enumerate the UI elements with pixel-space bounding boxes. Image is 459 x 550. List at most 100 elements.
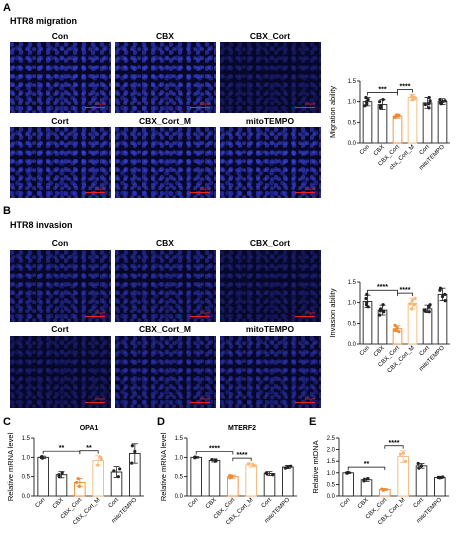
panel-letter-d: D [157, 416, 165, 428]
significance-bracket [367, 92, 398, 96]
image-label-b-cbx: CBX [156, 238, 174, 248]
bar [263, 473, 276, 497]
significance-label: **** [389, 440, 400, 447]
significance-bracket [79, 450, 99, 454]
image-label-a-cbx: CBX [156, 31, 174, 41]
x-tick-label: Con [188, 497, 200, 509]
bar [37, 456, 49, 497]
data-point [393, 328, 397, 332]
y-tick-label: 1.0 [348, 301, 357, 307]
y-axis-label: Relative mRNA level [6, 432, 15, 501]
data-point [410, 307, 414, 311]
data-point [408, 302, 412, 306]
data-point [412, 95, 417, 100]
data-point [438, 98, 442, 102]
x-tick-label: CBX [52, 497, 65, 510]
bar [407, 97, 418, 144]
significance-bracket [347, 466, 386, 471]
y-tick-label: 1.5 [348, 280, 357, 286]
data-point [382, 310, 386, 314]
chart-mterf2: MTERF2 Relative mRNA level 0.0 0.5 1.0 1.5 Con… [159, 425, 297, 526]
data-point [410, 299, 414, 303]
data-point [423, 102, 427, 107]
data-point [427, 95, 431, 100]
data-point [362, 478, 366, 482]
significance-label: **** [377, 284, 388, 291]
y-tick-label: 0.5 [22, 475, 31, 481]
bar [227, 476, 239, 497]
data-point [364, 95, 368, 100]
y-tick-label: 1.5 [175, 436, 184, 442]
data-point [440, 294, 445, 299]
bar [434, 476, 446, 497]
significance-label: **** [400, 287, 411, 294]
bar [437, 101, 448, 144]
data-point [417, 466, 421, 470]
data-point [427, 106, 431, 110]
data-point [251, 463, 256, 467]
image-label-b-cbx-cort: CBX_Cort [249, 238, 291, 248]
data-point [378, 309, 382, 313]
data-point [96, 463, 100, 467]
data-point [428, 303, 432, 307]
data-point [364, 100, 369, 104]
data-point [428, 99, 432, 103]
x-tick-label: Cort [261, 497, 273, 509]
panel-letter-c: C [3, 416, 11, 428]
bar [377, 104, 388, 144]
data-point [438, 286, 443, 290]
bar [245, 464, 257, 497]
y-tick-label: 1.0 [175, 455, 184, 461]
y-axis-label: Migration ability [328, 86, 337, 138]
micrograph-b-mitotempo: 100μm [220, 336, 321, 408]
chart-title: MTERF2 [228, 425, 256, 432]
image-label-a-cbx-cort-m: CBX_Cort_M [139, 116, 191, 126]
image-label-a-cort: Cort [51, 116, 69, 126]
panel-letter-a: A [3, 2, 11, 14]
y-tick-label: 0.0 [175, 494, 184, 500]
y-tick-label: 0.5 [348, 120, 357, 126]
data-point [403, 459, 408, 463]
x-tick-label: Con [359, 345, 371, 357]
significance-bracket [397, 292, 413, 297]
y-axis-label: Relative mtDNA [311, 440, 320, 493]
data-point [283, 466, 287, 470]
image-label-b-cbx-cort-m: CBX_Cort_M [139, 324, 191, 334]
x-tick-label: Cort [419, 144, 431, 156]
image-label-a-mitotempo: mitoTEMPO [245, 116, 295, 126]
data-point [271, 473, 275, 477]
chart-title: OPA1 [80, 425, 99, 432]
data-point [443, 299, 447, 303]
data-point [346, 470, 350, 474]
data-point [76, 477, 80, 481]
data-point [210, 458, 214, 462]
x-tick-label: Cort [419, 345, 431, 357]
data-point [378, 105, 382, 109]
data-point [427, 102, 431, 106]
y-tick-label: 0.0 [348, 141, 357, 147]
chart-opa1: OPA1 Relative mRNA level 0.0 0.5 1.0 1.5 Con CB… [6, 425, 144, 526]
panel-title-b: HTR8 invasion [10, 220, 73, 230]
data-point [410, 93, 414, 98]
micrograph-b-cbx-cort: 100μm [220, 250, 321, 322]
data-point [112, 469, 116, 473]
data-point [413, 296, 417, 301]
data-point [365, 301, 369, 305]
significance-label: ** [59, 445, 65, 452]
data-point [60, 471, 64, 475]
bar [282, 466, 294, 497]
significance-bracket [384, 445, 404, 449]
data-point [410, 98, 415, 102]
data-point [443, 292, 447, 296]
y-tick-label: 0.5 [175, 475, 184, 481]
data-point [441, 475, 445, 479]
image-label-b-con: Con [51, 238, 69, 248]
data-point [381, 98, 385, 102]
data-point [193, 455, 197, 459]
data-point [398, 452, 403, 456]
data-point [365, 292, 369, 296]
data-point [393, 323, 397, 327]
y-tick-label: 1.5 [348, 79, 357, 85]
bar [415, 465, 428, 497]
